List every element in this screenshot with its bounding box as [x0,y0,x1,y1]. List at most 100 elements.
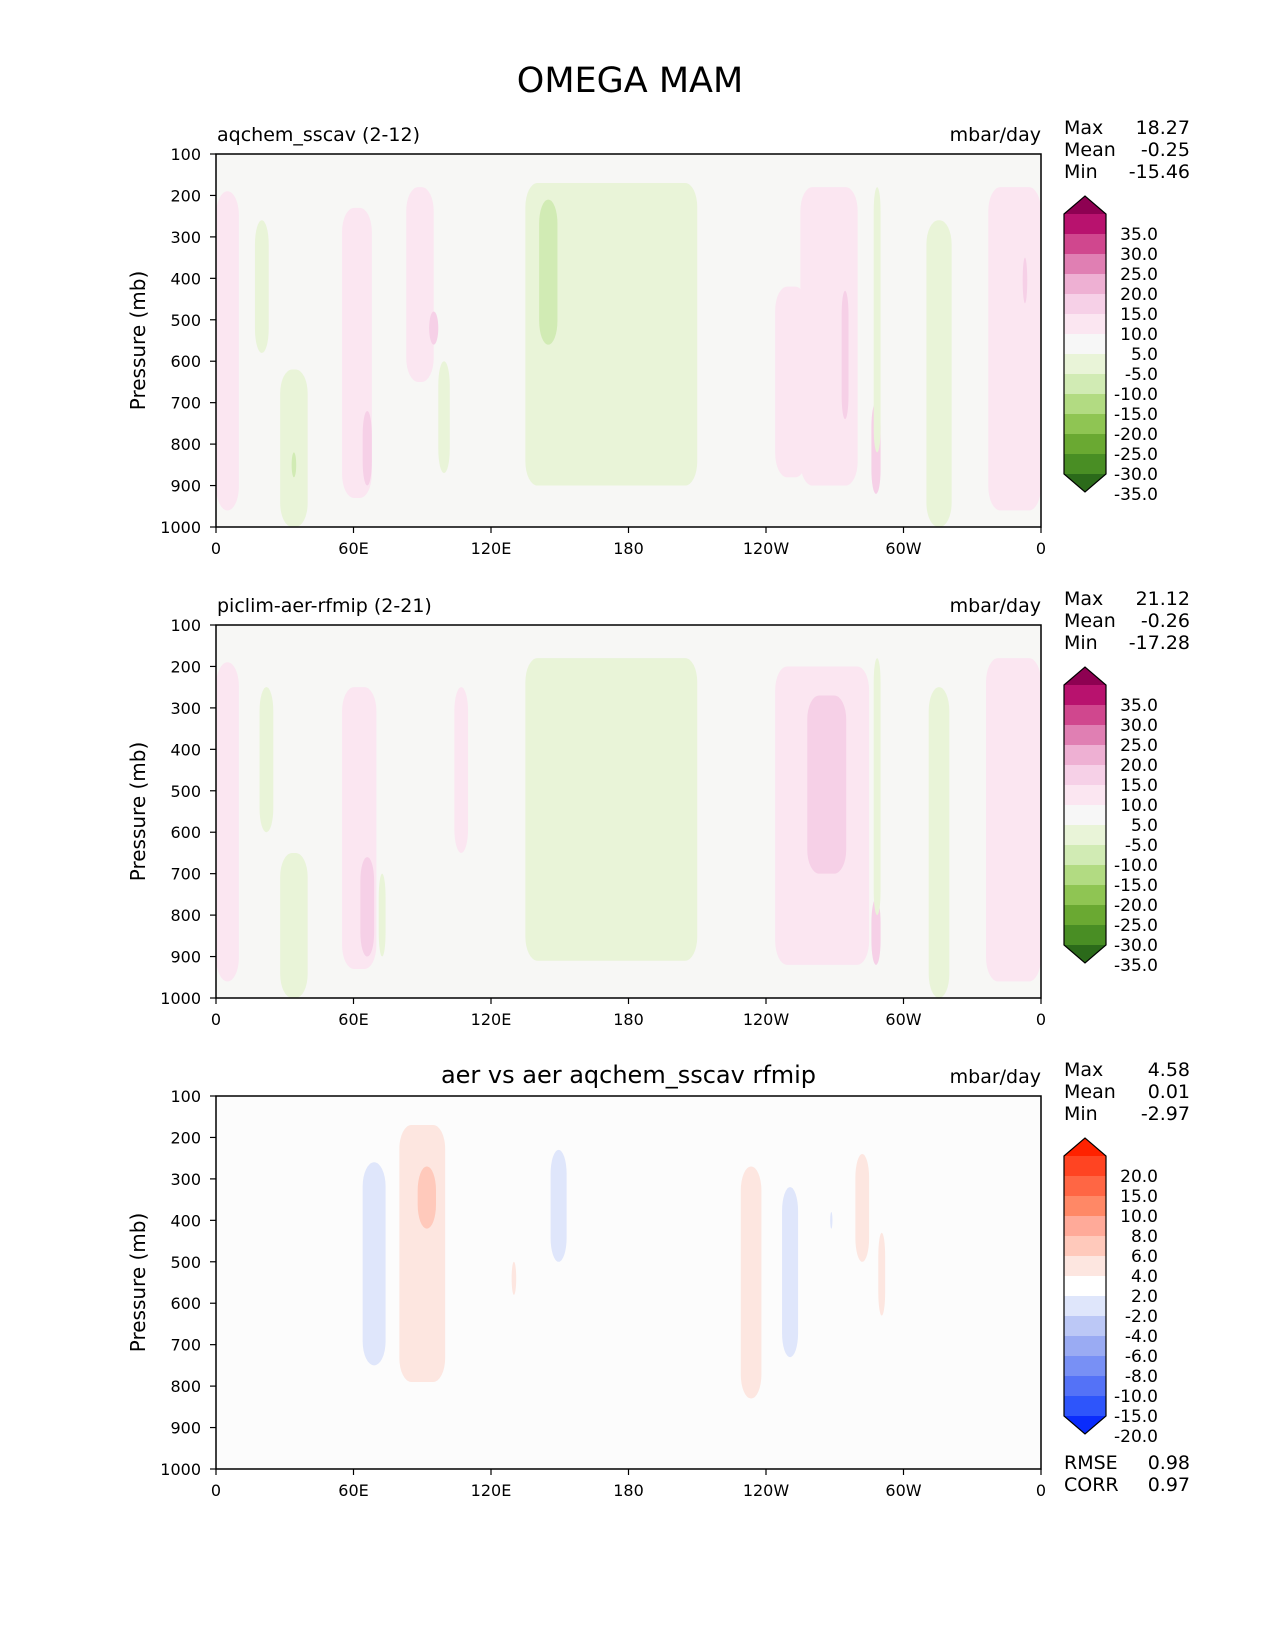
x-tick-label: 0 [211,1010,221,1029]
colorbar-segment [1064,785,1106,806]
stat-label: Mean [1064,1081,1116,1103]
colorbar-tick-label: 30.0 [1120,245,1158,265]
colorbar-segment [1064,234,1106,255]
x-tick-label: 0 [1036,539,1046,558]
stat-value: -17.28 [1129,632,1190,654]
colorbar-segment [1064,1356,1106,1377]
x-tick-label: 60W [885,1010,921,1029]
colorbar-segment [1064,925,1106,946]
panel-title: piclim-aer-rfmip (2-21) [217,595,432,617]
contour-region-negative [362,1162,386,1366]
contour-region-positive [878,1232,886,1316]
stat-value: 18.27 [1136,117,1190,139]
colorbar-tick-label: -25.0 [1114,916,1158,936]
colorbar-tick-label: -30.0 [1114,465,1158,485]
contour-region-negative [525,183,698,486]
metric-label: RMSE [1064,1452,1118,1474]
colorbar-tick-label: 15.0 [1120,305,1158,325]
colorbar-outline [1063,195,1107,493]
colorbar-tick-label: 20.0 [1120,756,1158,776]
stat-label: Max [1064,588,1103,610]
colorbar-tick-label: -35.0 [1114,485,1158,505]
y-tick-label: 100 [170,1087,201,1106]
stat-label: Mean [1064,139,1116,161]
contour-region-positive [429,311,439,345]
colorbar-tick-label: -15.0 [1114,405,1158,425]
colorbar-segment [1064,685,1106,706]
y-tick-label: 100 [170,616,201,635]
colorbar-segment [1064,885,1106,906]
colorbar-segment [1064,334,1106,355]
colorbar-tick-label: 2.0 [1131,1287,1158,1307]
y-tick-label: 700 [170,394,201,413]
y-tick-label: 400 [170,1211,201,1230]
contour-region-positive [775,286,808,478]
colorbar-tick-label: 5.0 [1131,816,1158,836]
x-tick-label: 120W [743,1010,790,1029]
contour-region-positive [406,187,434,382]
colorbar-segment [1064,765,1106,786]
y-axis-label: Pressure (mb) [126,742,150,882]
colorbar-segment [1064,1396,1106,1417]
chart-panel-2: piclim-aer-rfmip (2-21) mbar/day Pressure … [126,588,1190,1029]
contour-region-negative [928,687,950,998]
colorbar-segment [1064,354,1106,375]
contour-region-positive [362,410,372,486]
y-tick-label: 800 [170,435,201,454]
units-label: mbar/day [950,1066,1041,1088]
x-tick-label: 60W [885,539,921,558]
colorbar-tick-label: 5.0 [1131,345,1158,365]
stat-value: 21.12 [1136,588,1190,610]
y-tick-label: 200 [170,1128,201,1147]
colorbar-segment [1064,745,1106,766]
colorbar-tick-label: 35.0 [1120,696,1158,716]
y-tick-label: 300 [170,1170,201,1189]
colorbar-tick-label: 10.0 [1120,1207,1158,1227]
colorbar-tick-label: -25.0 [1114,445,1158,465]
contour-region-negative [873,658,881,916]
colorbar-segment [1064,845,1106,866]
panel-title: aer vs aer aqchem_sscav rfmip [441,1061,816,1089]
y-tick-label: 600 [170,1294,201,1313]
colorbar-tick-label: 4.0 [1131,1267,1158,1287]
contour-region-negative [280,852,308,998]
panels: aqchem_sscav (2-12) mbar/day Pressure (mb)… [126,117,1190,1500]
colorbar-segment [1064,865,1106,886]
x-tick-label: 0 [1036,1010,1046,1029]
contour-region-negative [926,220,952,527]
colorbar-tick-label: -6.0 [1125,1347,1158,1367]
colorbar-segment [1064,1316,1106,1337]
stat-value: -2.97 [1141,1103,1190,1125]
contour-region-positive [807,695,847,874]
contour-region-positive [855,1154,870,1262]
colorbar-extend-top [1064,1138,1106,1156]
contour-region-negative [873,187,881,453]
contour-region-negative [525,658,698,961]
y-tick-label: 300 [170,228,201,247]
stat-value: 0.01 [1148,1081,1190,1103]
x-tick-label: 180 [613,1481,644,1500]
colorbar-segment [1064,805,1106,826]
x-tick-label: 60E [338,539,368,558]
contour-region-positive [511,1261,517,1295]
contour-region-positive [740,1166,762,1399]
contour-region-positive [216,191,239,511]
y-axis-label: Pressure (mb) [126,1213,150,1353]
colorbar-segment [1064,825,1106,846]
stat-value: -0.26 [1141,610,1190,632]
chart-panel-1: aqchem_sscav (2-12) mbar/day Pressure (mb)… [126,117,1190,558]
contour-region-positive [871,898,881,965]
colorbar-segment [1064,725,1106,746]
metric-value: 0.98 [1148,1452,1190,1474]
y-tick-label: 900 [170,1419,201,1438]
colorbar-segment [1064,394,1106,415]
colorbar-segment [1064,1156,1106,1177]
colorbar-segment [1064,1296,1106,1317]
y-tick-label: 500 [170,782,201,801]
colorbar-tick-label: 35.0 [1120,225,1158,245]
colorbar: 35.030.025.020.015.010.05.0-5.0-10.0-15.… [1063,666,1158,976]
contour-regions [216,658,1041,998]
figure-title: OMEGA MAM [517,61,743,101]
colorbar-segment [1064,1196,1106,1217]
colorbar-segment [1064,1176,1106,1197]
